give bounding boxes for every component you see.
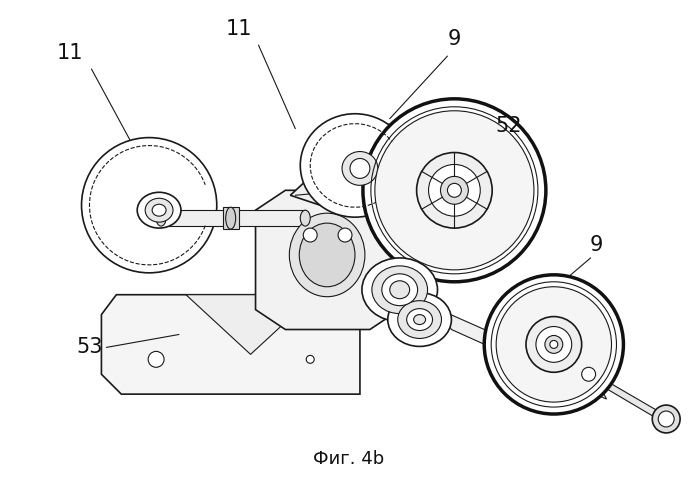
- Ellipse shape: [362, 258, 438, 322]
- Ellipse shape: [577, 362, 600, 386]
- Ellipse shape: [363, 99, 546, 282]
- Text: 53: 53: [76, 337, 103, 357]
- Ellipse shape: [484, 275, 624, 414]
- Ellipse shape: [82, 138, 217, 273]
- Text: 9: 9: [448, 29, 461, 49]
- Ellipse shape: [428, 164, 480, 216]
- Text: 11: 11: [225, 19, 252, 39]
- Ellipse shape: [156, 210, 166, 226]
- Ellipse shape: [652, 405, 680, 433]
- Ellipse shape: [545, 335, 563, 353]
- Polygon shape: [186, 295, 315, 354]
- Ellipse shape: [137, 192, 181, 228]
- Text: 9: 9: [590, 235, 603, 255]
- Ellipse shape: [447, 183, 461, 197]
- Polygon shape: [256, 190, 400, 329]
- Ellipse shape: [226, 207, 236, 229]
- Ellipse shape: [496, 287, 612, 402]
- Ellipse shape: [414, 315, 426, 325]
- Ellipse shape: [152, 204, 166, 216]
- Ellipse shape: [417, 153, 492, 228]
- Ellipse shape: [289, 213, 365, 297]
- Circle shape: [148, 351, 164, 367]
- Circle shape: [303, 228, 317, 242]
- Ellipse shape: [342, 152, 378, 185]
- Ellipse shape: [390, 281, 410, 299]
- Text: 11: 11: [57, 43, 83, 63]
- Text: 52: 52: [496, 116, 522, 136]
- Ellipse shape: [301, 114, 410, 217]
- Ellipse shape: [388, 293, 452, 346]
- Polygon shape: [223, 207, 238, 229]
- Ellipse shape: [440, 176, 468, 204]
- Ellipse shape: [550, 341, 558, 348]
- Text: Фиг. 4b: Фиг. 4b: [313, 450, 384, 468]
- Circle shape: [338, 228, 352, 242]
- Polygon shape: [101, 295, 360, 394]
- Polygon shape: [440, 309, 607, 399]
- Circle shape: [306, 355, 315, 364]
- Ellipse shape: [299, 223, 355, 287]
- Polygon shape: [290, 116, 469, 210]
- Ellipse shape: [658, 411, 674, 427]
- Ellipse shape: [398, 301, 442, 339]
- Ellipse shape: [375, 111, 534, 270]
- Ellipse shape: [382, 274, 417, 305]
- Polygon shape: [161, 210, 305, 226]
- Ellipse shape: [407, 308, 433, 330]
- Polygon shape: [596, 375, 666, 424]
- Ellipse shape: [301, 210, 310, 226]
- Ellipse shape: [145, 198, 173, 222]
- Ellipse shape: [582, 367, 596, 381]
- Ellipse shape: [526, 317, 582, 372]
- Ellipse shape: [536, 326, 572, 362]
- Ellipse shape: [350, 159, 370, 179]
- Ellipse shape: [372, 266, 428, 314]
